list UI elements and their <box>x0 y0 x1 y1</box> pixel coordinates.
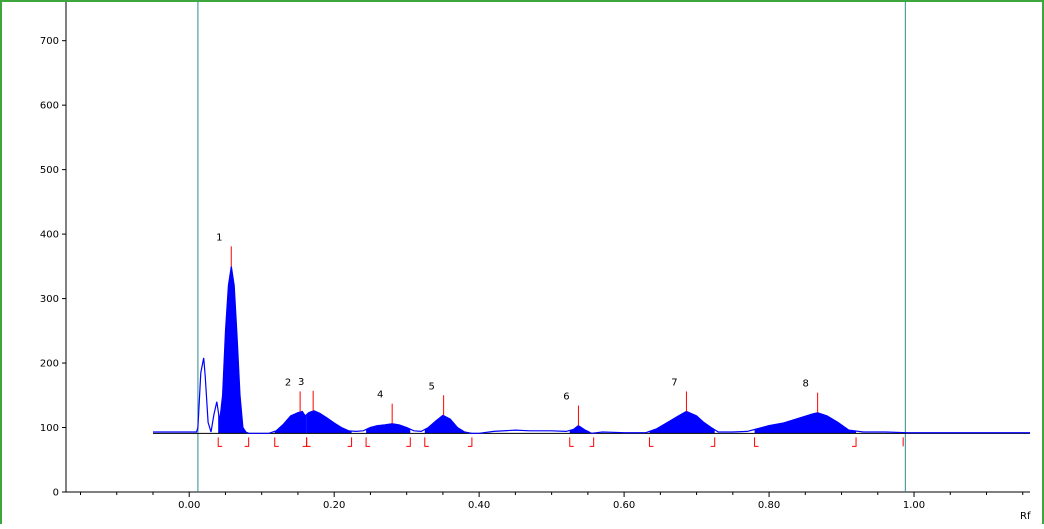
peak-end-bracket <box>852 437 857 447</box>
peak-fills <box>218 267 856 434</box>
peak-label-2: 2 <box>285 377 291 388</box>
y-tick-label: 300 <box>40 294 59 305</box>
peak-label-3: 3 <box>298 377 304 388</box>
y-tick-label: 700 <box>40 36 59 47</box>
y-tick-label: 500 <box>40 165 59 176</box>
x-tick-label: 0.80 <box>758 500 780 511</box>
peak-start-bracket <box>569 437 574 447</box>
peak-area-1 <box>218 267 249 434</box>
peak-start-bracket <box>648 437 654 447</box>
peak-end-bracket <box>244 437 250 447</box>
peak-end-bracket <box>467 437 473 447</box>
peak-end-bracket <box>347 437 353 447</box>
peak-end-bracket <box>406 437 411 447</box>
peak-start-bracket <box>274 437 279 447</box>
x-axis-label: Rf <box>1020 511 1031 522</box>
peak-end-bracket <box>302 437 308 447</box>
peak-area-8 <box>754 412 856 434</box>
peak-label-7: 7 <box>671 377 677 388</box>
y-tick-label: 0 <box>53 488 59 499</box>
peak-area-4 <box>366 423 411 434</box>
x-tick-label: 0.40 <box>468 500 490 511</box>
peak-area-2 <box>274 411 307 434</box>
peak-start-bracket <box>365 437 371 447</box>
peak-label-4: 4 <box>377 390 383 401</box>
peak-area-7 <box>649 411 715 434</box>
x-tick-label: 0.00 <box>178 500 200 511</box>
x-tick-label: 0.20 <box>323 500 345 511</box>
y-tick-label: 200 <box>40 359 59 370</box>
peak-label-5: 5 <box>428 381 434 392</box>
peak-end-bracket <box>589 437 595 447</box>
y-axis: 0 100 200 300 400 500 600 700 <box>40 2 67 499</box>
peak-area-3 <box>306 411 352 434</box>
peak-area-5 <box>424 415 472 434</box>
peak-start-bracket <box>217 437 223 447</box>
y-tick-label: 100 <box>40 423 59 434</box>
y-tick-label: 400 <box>40 230 59 241</box>
y-tick-label: 600 <box>40 101 59 112</box>
peak-label-6: 6 <box>563 392 569 403</box>
peak-start-bracket <box>424 437 429 447</box>
peak-label-8: 8 <box>802 379 808 390</box>
peak-label-1: 1 <box>216 232 222 243</box>
peak-end-bracket <box>710 437 716 447</box>
trace-line <box>152 266 1030 434</box>
densitogram-trace <box>153 266 1030 434</box>
front-lines <box>197 2 906 492</box>
peak-start-bracket <box>306 437 311 447</box>
peak-start-bracket <box>754 437 759 447</box>
x-axis: 0.00 0.20 0.40 0.60 0.80 1.00 <box>66 491 1030 511</box>
x-tick-label: 0.60 <box>613 500 635 511</box>
x-tick-label: 1.00 <box>903 500 925 511</box>
